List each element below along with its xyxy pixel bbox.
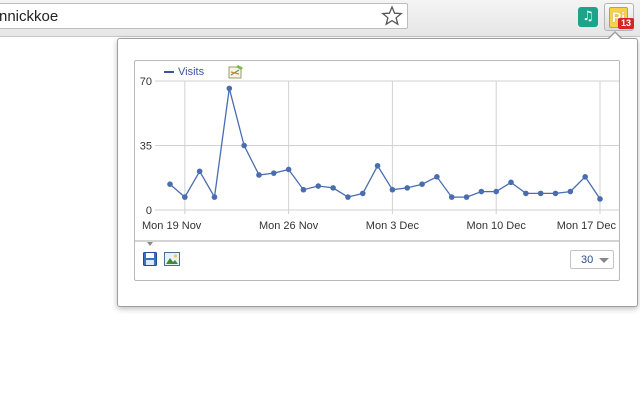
- data-point: [256, 172, 262, 178]
- data-point: [508, 179, 514, 186]
- data-point: [389, 186, 396, 193]
- browser-toolbar: nnickkoe ♫ Pi 13: [0, 0, 640, 37]
- music-extension-icon[interactable]: ♫: [578, 7, 598, 27]
- pi-extension-button[interactable]: Pi 13: [604, 3, 634, 31]
- range-select-value: 30: [581, 254, 594, 266]
- data-point: [330, 185, 336, 191]
- chart-panel: [134, 60, 620, 281]
- x-axis-ticks: Mon 19 Nov Mon 26 Nov Mon 3 Dec Mon 10 Dec M…: [142, 220, 616, 232]
- data-point: [300, 186, 307, 193]
- data-point: [582, 174, 588, 180]
- series-points: [167, 85, 603, 202]
- y-tick-label: 70: [140, 76, 152, 88]
- x-tick-label: Mon 19 Nov: [142, 220, 202, 232]
- y-tick-label: 0: [146, 205, 152, 217]
- data-point: [374, 162, 381, 169]
- data-point: [478, 188, 485, 195]
- data-point: [567, 188, 574, 195]
- data-point: [196, 168, 203, 175]
- data-point: [419, 181, 425, 187]
- y-axis-ticks: 0 35 70: [140, 76, 152, 217]
- data-point: [523, 190, 529, 197]
- data-point: [552, 190, 559, 197]
- x-tick-label: Mon 3 Dec: [366, 220, 420, 232]
- chart-legend: Visits: [164, 66, 204, 78]
- data-point: [167, 181, 173, 187]
- series-line-visits: [169, 88, 601, 200]
- star-icon[interactable]: [381, 5, 403, 27]
- y-tick-label: 35: [140, 141, 152, 153]
- data-point: [597, 196, 603, 202]
- legend-label: Visits: [178, 66, 205, 78]
- data-point: [315, 183, 322, 189]
- data-point: [182, 194, 188, 200]
- address-bar[interactable]: nnickkoe: [0, 3, 408, 29]
- data-point: [226, 85, 233, 92]
- chevron-down-icon: [599, 258, 609, 263]
- data-point: [211, 194, 218, 200]
- data-point: [270, 170, 277, 176]
- data-point: [463, 194, 470, 200]
- data-point: [345, 194, 351, 200]
- pi-extension-badge: 13: [618, 18, 634, 29]
- data-point: [359, 190, 366, 197]
- legend-swatch: [164, 71, 174, 74]
- range-marker: [147, 242, 153, 246]
- data-point: [241, 142, 247, 149]
- chart-edit-icon[interactable]: [228, 64, 244, 80]
- x-tick-label: Mon 10 Dec: [467, 220, 527, 232]
- image-export-icon[interactable]: [164, 252, 180, 266]
- data-point: [404, 185, 411, 191]
- data-point: [285, 166, 292, 173]
- x-tick-label: Mon 26 Nov: [259, 220, 319, 232]
- save-icon[interactable]: [143, 252, 157, 266]
- data-point: [537, 190, 544, 197]
- data-point: [493, 188, 500, 195]
- x-tick-label: Mon 17 Dec: [557, 220, 617, 232]
- address-text: nnickkoe: [0, 8, 59, 25]
- popup-arrow-inner: [608, 33, 622, 40]
- data-point: [448, 194, 455, 200]
- chart-grid: [155, 80, 619, 214]
- data-point: [434, 174, 440, 180]
- range-select[interactable]: 30: [570, 250, 614, 269]
